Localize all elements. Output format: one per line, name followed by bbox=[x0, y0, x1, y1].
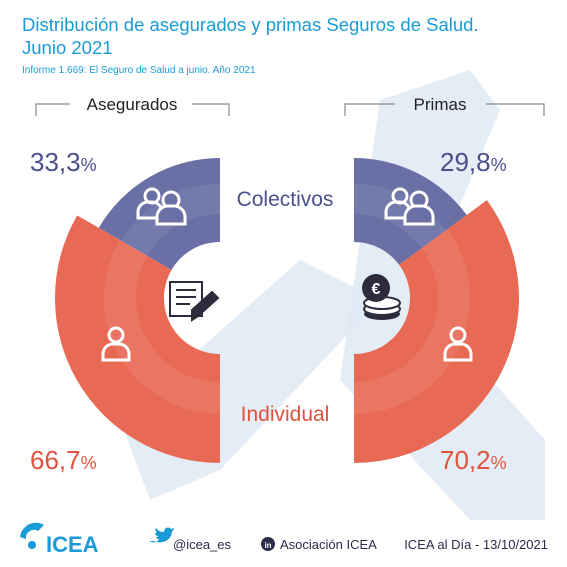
individual-segment bbox=[55, 215, 220, 463]
asegurados-individual-value: 66,7% bbox=[30, 445, 97, 475]
icea-logo: ICEA bbox=[20, 522, 99, 557]
inner-ring-highlight bbox=[354, 184, 446, 249]
asegurados-heading: Asegurados bbox=[87, 95, 178, 114]
colectivos-label: Colectivos bbox=[237, 188, 334, 211]
twitter-link[interactable]: @icea_es bbox=[149, 527, 232, 552]
group-people-icon bbox=[384, 187, 435, 226]
page-subtitle: Informe 1.669: El Seguro de Salud a juni… bbox=[22, 65, 256, 76]
person-icon bbox=[101, 326, 131, 362]
primas-colectivos-value: 29,8% bbox=[440, 147, 507, 177]
page-title-line2: Junio 2021 bbox=[22, 37, 113, 58]
right-chart-heading: Primas bbox=[344, 95, 545, 116]
person-icon bbox=[443, 326, 473, 362]
linkedin-text[interactable]: Asociación ICEA bbox=[280, 537, 377, 552]
page-title-line1: Distribución de asegurados y primas Segu… bbox=[22, 14, 479, 35]
twitter-icon bbox=[149, 527, 174, 543]
euro-coins-icon: € bbox=[362, 274, 401, 320]
individual-label: Individual bbox=[241, 403, 330, 426]
individual-segment bbox=[354, 200, 519, 463]
inner-ring-highlight bbox=[104, 239, 220, 414]
primas-heading: Primas bbox=[414, 95, 467, 114]
linkedin-link[interactable]: in Asociación ICEA bbox=[261, 537, 377, 552]
asegurados-colectivos-value: 33,3% bbox=[30, 147, 97, 177]
date-text: ICEA al Día - 13/10/2021 bbox=[404, 537, 548, 552]
document-signature-icon bbox=[169, 281, 220, 322]
svg-text:€: € bbox=[372, 281, 381, 298]
primas-individual-value: 70,2% bbox=[440, 445, 507, 475]
left-chart-heading: Asegurados bbox=[35, 95, 230, 116]
inner-ring-highlight bbox=[354, 229, 471, 414]
linkedin-icon bbox=[261, 537, 275, 551]
group-people-icon bbox=[136, 187, 187, 226]
svg-text:in: in bbox=[264, 541, 271, 550]
twitter-handle[interactable]: @icea_es bbox=[173, 537, 232, 552]
logo-text: ICEA bbox=[46, 532, 99, 557]
